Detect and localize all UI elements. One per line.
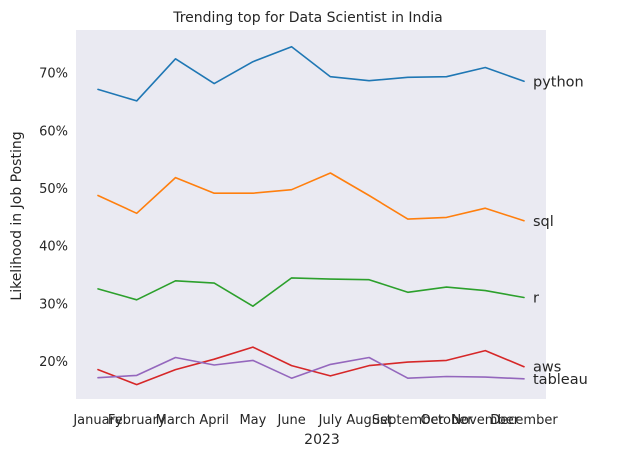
series-label-sql: sql: [533, 214, 554, 230]
y-tick-label: 60%: [39, 124, 68, 139]
x-tick-label: July: [318, 413, 343, 428]
x-tick-label: November: [451, 413, 519, 428]
series-label-r: r: [533, 291, 539, 307]
y-axis: 20% 30% 40% 50% 60% 70%: [39, 67, 68, 370]
x-axis-label: 2023: [304, 432, 340, 448]
x-tick-label: December: [490, 413, 558, 428]
x-tick-label: August: [346, 413, 392, 428]
chart-title: Trending top for Data Scientist in India: [172, 10, 443, 26]
series-label-tableau: tableau: [533, 372, 588, 388]
series-lines: [97, 45, 525, 386]
y-tick-label: 20%: [39, 355, 68, 370]
y-tick-label: 40%: [39, 240, 68, 255]
series-line-tableau: [97, 356, 525, 380]
plot-area: [76, 30, 546, 399]
series-label-aws: aws: [533, 360, 561, 376]
series-label-python: python: [533, 74, 584, 90]
y-tick-label: 30%: [39, 297, 68, 312]
y-axis-label: Likelihood in Job Posting: [9, 131, 25, 300]
x-tick-label: January: [72, 413, 123, 428]
x-tick-label: June: [276, 413, 305, 428]
series-line-r: [97, 277, 525, 308]
x-tick-label: May: [239, 413, 266, 428]
y-tick-label: 70%: [39, 67, 68, 82]
y-tick-label: 50%: [39, 182, 68, 197]
series-line-sql: [97, 172, 525, 222]
x-tick-label: April: [199, 413, 229, 428]
series-line-python: [97, 45, 525, 102]
x-tick-label: March: [156, 413, 196, 428]
x-tick-label: October: [421, 413, 474, 428]
x-tick-label: February: [108, 413, 166, 428]
x-tick-label: September: [372, 413, 445, 428]
